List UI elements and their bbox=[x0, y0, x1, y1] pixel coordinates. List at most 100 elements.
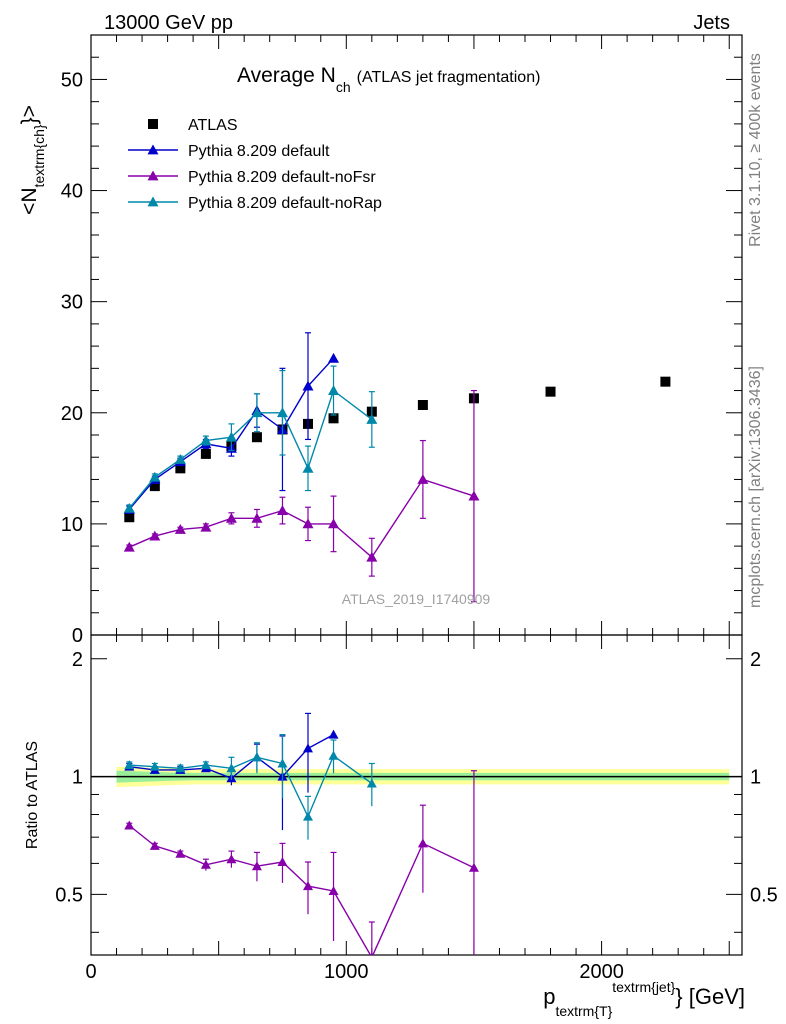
ratio-ytick-label-right: 0.5 bbox=[750, 884, 778, 906]
main-ytick-label: 20 bbox=[61, 403, 83, 425]
ratio-point bbox=[370, 952, 374, 955]
ratio-ytick-label-right: 2 bbox=[750, 649, 761, 671]
series-point bbox=[225, 512, 237, 523]
series-point bbox=[123, 502, 135, 513]
legend-label: Pythia 8.209 default-noRap bbox=[188, 195, 382, 212]
series-point bbox=[468, 490, 480, 501]
atlas-point bbox=[545, 386, 556, 397]
atlas-point bbox=[149, 481, 160, 492]
xtick-label: 1000 bbox=[324, 961, 369, 983]
series-point bbox=[149, 471, 161, 482]
series-point bbox=[123, 541, 135, 552]
main-ytick-label: 10 bbox=[61, 514, 83, 536]
ratio-point bbox=[277, 758, 288, 768]
atlas-point bbox=[124, 512, 135, 523]
ratio-ytick-label: 2 bbox=[72, 649, 83, 671]
xlabel: ptextrm{T}textrm{jet}} [GeV] bbox=[543, 979, 745, 1019]
ratio-clipped bbox=[124, 712, 479, 955]
series-point bbox=[174, 523, 186, 534]
series-point bbox=[302, 518, 314, 529]
series-point bbox=[417, 473, 429, 484]
series-point bbox=[251, 512, 263, 523]
main-ytick-label: 40 bbox=[61, 181, 83, 203]
main-ytick-label: 50 bbox=[61, 69, 83, 91]
ratio-point bbox=[226, 854, 237, 864]
series-point bbox=[200, 435, 212, 445]
atlas-point bbox=[328, 413, 339, 424]
legend-label: Pythia 8.209 default bbox=[188, 143, 330, 160]
series-point bbox=[366, 551, 378, 562]
xtick-label: 2000 bbox=[579, 961, 624, 983]
ratio-line bbox=[129, 754, 373, 819]
ratio-point bbox=[175, 763, 186, 773]
xtick-label: 0 bbox=[85, 961, 96, 983]
legend-entry: ATLAS bbox=[148, 117, 238, 134]
atlas-point bbox=[417, 400, 428, 410]
legend-entry: Pythia 8.209 default bbox=[128, 143, 330, 160]
ratio-ytick-label: 0.5 bbox=[55, 884, 83, 906]
series-3 bbox=[123, 365, 378, 513]
analysis-watermark: ATLAS_2019_I1740909 bbox=[342, 591, 491, 607]
series-point bbox=[174, 453, 186, 464]
ratio-point bbox=[328, 750, 339, 760]
legend-marker bbox=[147, 196, 159, 207]
ratio-line bbox=[128, 824, 475, 955]
main-ytick-label: 0 bbox=[72, 625, 83, 647]
ratio-panel-frame bbox=[90, 634, 743, 956]
ratio-point bbox=[303, 743, 313, 753]
main-ylabel: <Ntextrm{ch}}> bbox=[18, 105, 47, 215]
series-point bbox=[328, 518, 340, 529]
chart-title: Average Nch(ATLAS jet fragmentation) bbox=[237, 64, 540, 95]
atlas-point bbox=[200, 448, 211, 459]
ratio-point bbox=[149, 761, 160, 771]
ratio-point bbox=[277, 856, 288, 866]
mcplots-label: mcplots.cern.ch [arXiv:1306.3436] bbox=[747, 366, 764, 608]
atlas-point bbox=[660, 376, 671, 387]
series-line bbox=[129, 478, 475, 559]
series-point bbox=[302, 380, 314, 391]
ratio-point bbox=[124, 760, 135, 770]
ratio-point bbox=[303, 881, 313, 891]
ratio-point bbox=[200, 859, 211, 869]
series-point bbox=[251, 407, 263, 418]
ratio-point bbox=[328, 729, 339, 739]
main-ytick-label: 30 bbox=[61, 292, 83, 314]
ratio-point bbox=[366, 778, 377, 788]
ratio-series-2 bbox=[124, 734, 377, 840]
ratio-point bbox=[328, 886, 339, 896]
legend-entry: Pythia 8.209 default-noRap bbox=[128, 195, 382, 212]
legend-entry: Pythia 8.209 default-noFsr bbox=[128, 169, 376, 186]
tick-labels: 0 10 20 30 40 50 0 1000 2000 0.5 0.5 1 1 2 2 bbox=[55, 69, 778, 983]
ratio-point bbox=[251, 752, 262, 762]
ratio-point bbox=[251, 861, 262, 871]
legend-label: Pythia 8.209 default-noFsr bbox=[188, 169, 376, 186]
ratio-point bbox=[303, 811, 313, 821]
ratio-point bbox=[468, 862, 479, 872]
ratio-ylabel: Ratio to ATLAS bbox=[24, 741, 41, 849]
ratio-ytick-label: 1 bbox=[72, 767, 83, 789]
header-right: Jets bbox=[693, 12, 730, 34]
series-point bbox=[328, 352, 340, 363]
ratio-series-1 bbox=[124, 770, 479, 955]
ratio-point bbox=[149, 840, 160, 850]
ratio-ytick-label-right: 1 bbox=[750, 767, 761, 789]
series-point bbox=[366, 413, 378, 424]
ratio-point bbox=[417, 838, 428, 848]
legend-marker bbox=[147, 170, 159, 181]
legend-label: ATLAS bbox=[188, 117, 238, 134]
series-point bbox=[328, 385, 340, 395]
series-0 bbox=[124, 376, 671, 523]
legend-marker bbox=[148, 119, 158, 129]
header-left: 13000 GeV pp bbox=[104, 12, 233, 34]
legend: ATLAS Pythia 8.209 default Pythia 8.209 de… bbox=[128, 117, 382, 212]
ratio-point bbox=[226, 763, 237, 773]
series-point bbox=[149, 530, 161, 541]
series-point bbox=[302, 462, 314, 473]
ratio-point bbox=[124, 820, 135, 830]
series-point bbox=[276, 407, 288, 418]
rivet-version-label: Rivet 3.1.10, ≥ 400k events bbox=[747, 53, 764, 247]
legend-marker bbox=[147, 144, 159, 155]
main-series bbox=[123, 332, 671, 603]
series-point bbox=[225, 431, 237, 442]
ratio-point bbox=[200, 760, 211, 770]
